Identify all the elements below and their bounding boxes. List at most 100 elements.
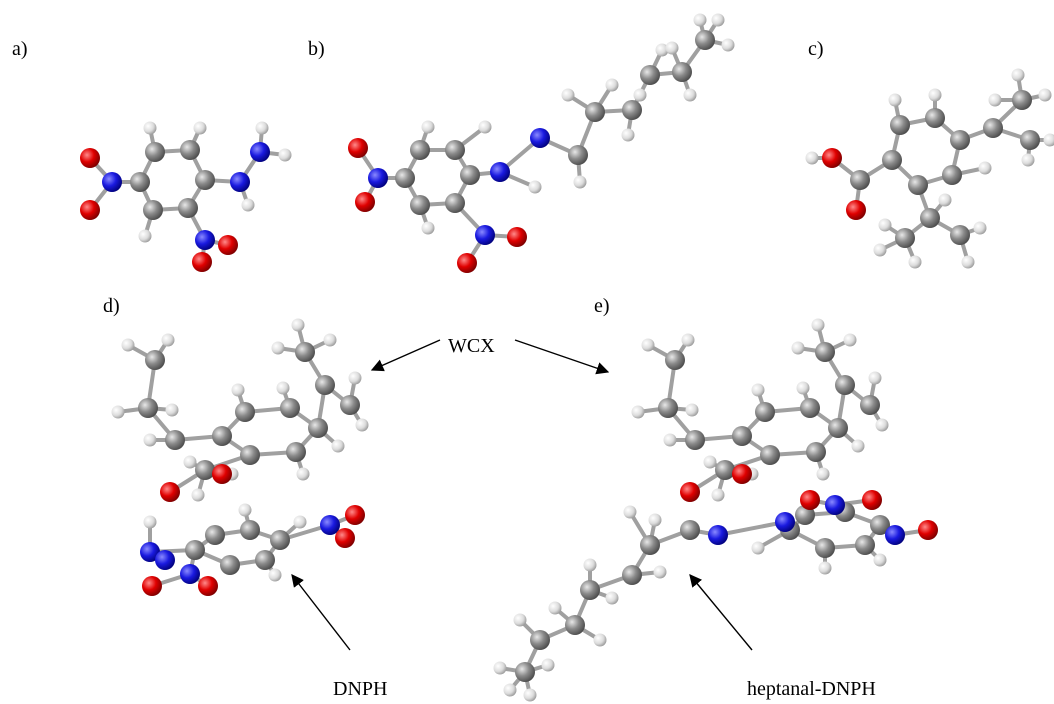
atom-c bbox=[235, 402, 255, 422]
atom-c bbox=[920, 208, 940, 228]
atom-o bbox=[80, 200, 100, 220]
atom-h bbox=[797, 382, 810, 395]
atom-c bbox=[180, 140, 200, 160]
atom-h bbox=[584, 559, 597, 572]
atom-c bbox=[130, 172, 150, 192]
atom-h bbox=[989, 94, 1002, 107]
atom-c bbox=[315, 375, 335, 395]
atom-c bbox=[255, 550, 275, 570]
atom-o bbox=[355, 192, 375, 212]
atom-c bbox=[622, 100, 642, 120]
atom-h bbox=[277, 382, 290, 395]
atom-c bbox=[340, 395, 360, 415]
atom-h bbox=[929, 89, 942, 102]
atom-h bbox=[874, 554, 887, 567]
atom-c bbox=[715, 460, 735, 480]
atom-h bbox=[712, 489, 725, 502]
atom-c bbox=[145, 142, 165, 162]
atom-c bbox=[755, 402, 775, 422]
page: {"panel_labels": ["a)", "b)", "c)", "d)"… bbox=[0, 0, 1054, 704]
atom-h bbox=[939, 194, 952, 207]
atom-c bbox=[143, 200, 163, 220]
atom-c bbox=[240, 445, 260, 465]
atom-o bbox=[335, 528, 355, 548]
annotation: heptanal-DNPH bbox=[747, 678, 876, 700]
atom-h bbox=[594, 634, 607, 647]
atom-h bbox=[144, 516, 157, 529]
atom-c bbox=[925, 108, 945, 128]
atom-n bbox=[368, 168, 388, 188]
atom-c bbox=[695, 30, 715, 50]
atom-o bbox=[822, 148, 842, 168]
atom-c bbox=[640, 535, 660, 555]
atom-h bbox=[292, 319, 305, 332]
arrow bbox=[292, 575, 350, 650]
atom-o bbox=[680, 482, 700, 502]
atom-c bbox=[828, 418, 848, 438]
atom-c bbox=[445, 140, 465, 160]
atom-c bbox=[460, 165, 480, 185]
atom-h bbox=[256, 122, 269, 135]
atom-o bbox=[348, 138, 368, 158]
atom-c bbox=[685, 430, 705, 450]
atom-c bbox=[640, 65, 660, 85]
atom-c bbox=[1012, 90, 1032, 110]
atom-o bbox=[218, 235, 238, 255]
atom-c bbox=[220, 555, 240, 575]
atom-c bbox=[295, 342, 315, 362]
atom-h bbox=[889, 94, 902, 107]
atom-h bbox=[562, 89, 575, 102]
atom-o bbox=[142, 576, 162, 596]
atom-c bbox=[855, 535, 875, 555]
atom-o bbox=[345, 505, 365, 525]
atom-n bbox=[230, 172, 250, 192]
atom-h bbox=[356, 419, 369, 432]
atom-h bbox=[1022, 154, 1035, 167]
atom-c bbox=[895, 228, 915, 248]
atom-c bbox=[530, 630, 550, 650]
atom-h bbox=[606, 592, 619, 605]
atom-h bbox=[962, 256, 975, 269]
atom-o bbox=[80, 148, 100, 168]
arrow bbox=[372, 340, 440, 370]
atom-h bbox=[239, 504, 252, 517]
panel-label: c) bbox=[808, 38, 824, 60]
atom-h bbox=[682, 334, 695, 347]
atom-h bbox=[504, 684, 517, 697]
atom-h bbox=[622, 129, 635, 142]
atom-h bbox=[139, 230, 152, 243]
atom-h bbox=[144, 122, 157, 135]
atom-c bbox=[205, 525, 225, 545]
atom-h bbox=[752, 542, 765, 555]
atom-o bbox=[732, 464, 752, 484]
atom-h bbox=[664, 434, 677, 447]
atom-h bbox=[332, 440, 345, 453]
atom-c bbox=[178, 198, 198, 218]
atom-h bbox=[242, 199, 255, 212]
atom-h bbox=[642, 339, 655, 352]
panel-label: b) bbox=[308, 38, 325, 60]
atom-c bbox=[515, 662, 535, 682]
atom-c bbox=[585, 102, 605, 122]
atom-h bbox=[1044, 134, 1054, 147]
atom-c bbox=[815, 538, 835, 558]
atom-c bbox=[410, 195, 430, 215]
atom-h bbox=[852, 440, 865, 453]
atom-h bbox=[634, 89, 647, 102]
atom-h bbox=[1012, 69, 1025, 82]
atom-n bbox=[102, 172, 122, 192]
atom-o bbox=[192, 252, 212, 272]
atom-h bbox=[869, 372, 882, 385]
atom-h bbox=[166, 404, 179, 417]
atom-h bbox=[876, 419, 889, 432]
atom-o bbox=[457, 253, 477, 273]
atom-h bbox=[549, 602, 562, 615]
atom-c bbox=[286, 442, 306, 462]
atom-h bbox=[574, 176, 587, 189]
atom-c bbox=[280, 398, 300, 418]
atom-h bbox=[279, 149, 292, 162]
atom-h bbox=[192, 489, 205, 502]
atom-c bbox=[138, 398, 158, 418]
atom-c bbox=[806, 442, 826, 462]
atom-o bbox=[198, 576, 218, 596]
